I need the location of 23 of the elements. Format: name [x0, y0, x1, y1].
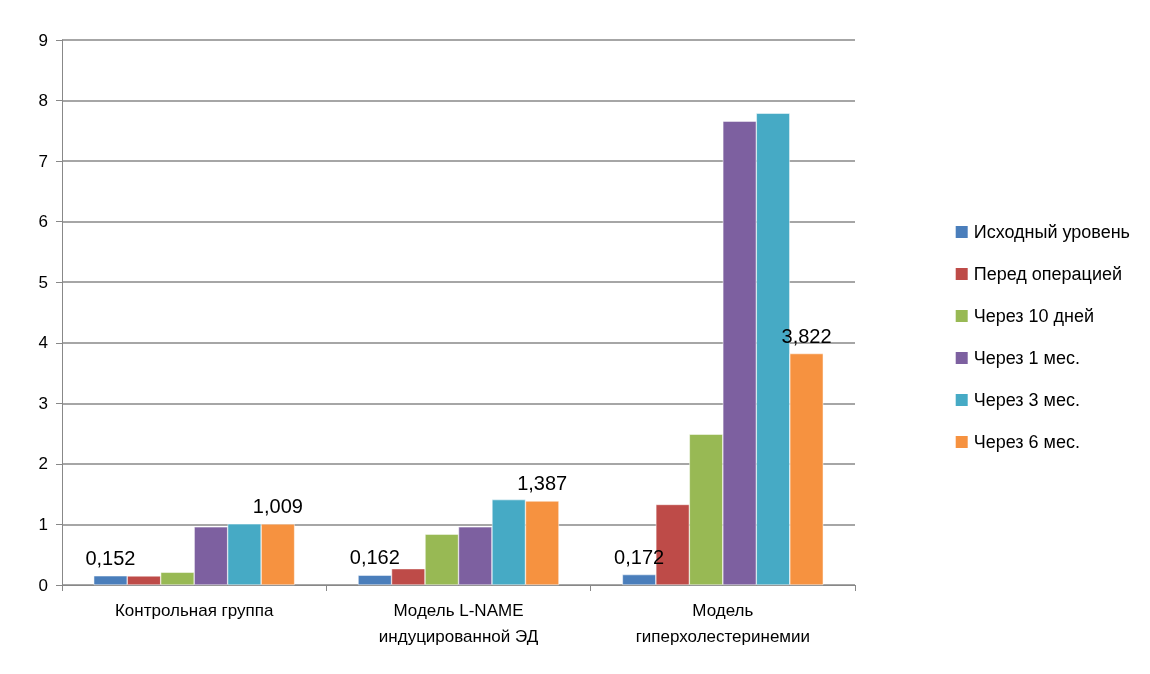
x-tick-label: Модель L-NAME индуцированной ЭД [378, 600, 539, 646]
y-tick-label: 9 [38, 30, 48, 50]
y-tick-label: 2 [38, 454, 48, 474]
legend-label: Исходный уровень [973, 222, 1130, 242]
legend-label: Через 6 мес. [973, 432, 1080, 452]
data-label: 0,152 [85, 546, 136, 569]
data-label: 1,387 [517, 472, 568, 495]
y-tick-label: 5 [38, 272, 48, 292]
legend-label: Перед операцией [973, 264, 1123, 284]
y-tick-label: 8 [38, 91, 48, 111]
x-tick-label: Модель гиперхолестеринемии [635, 600, 811, 646]
x-tick-label: Контрольная группа [114, 600, 274, 620]
data-label: 0,162 [349, 546, 400, 569]
y-tick-label: 4 [38, 333, 48, 353]
y-tick-label: 0 [38, 575, 48, 595]
data-label: 1,009 [252, 494, 303, 517]
y-tick-label: 7 [38, 151, 48, 171]
y-tick-label: 1 [38, 514, 48, 534]
legend-label: Через 1 мес. [973, 348, 1080, 368]
y-tick-label: 3 [38, 393, 48, 413]
legend-label: Через 3 мес. [973, 390, 1080, 410]
legend-label: Через 10 дней [973, 306, 1095, 326]
y-tick-label: 6 [38, 212, 48, 232]
